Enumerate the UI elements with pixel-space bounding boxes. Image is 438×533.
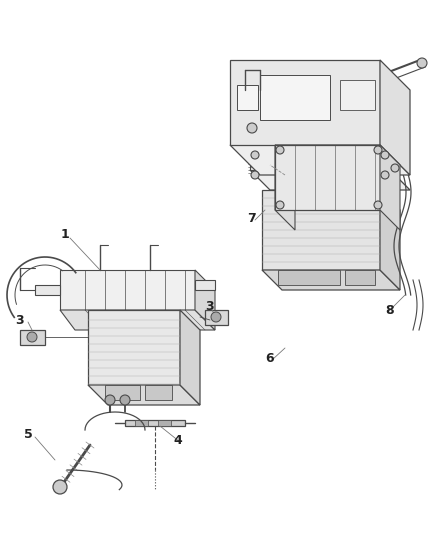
Polygon shape	[250, 170, 410, 190]
Circle shape	[374, 201, 382, 209]
Polygon shape	[230, 60, 380, 145]
Circle shape	[276, 146, 284, 154]
Circle shape	[211, 312, 221, 322]
Polygon shape	[105, 385, 140, 400]
Polygon shape	[88, 310, 180, 385]
Polygon shape	[35, 285, 60, 295]
Polygon shape	[125, 420, 185, 426]
Circle shape	[27, 332, 37, 342]
Circle shape	[381, 171, 389, 179]
Circle shape	[247, 123, 257, 133]
Polygon shape	[278, 270, 340, 285]
Polygon shape	[158, 420, 171, 426]
Polygon shape	[380, 145, 400, 230]
Text: 3: 3	[16, 313, 25, 327]
Polygon shape	[145, 385, 172, 400]
Circle shape	[120, 395, 130, 405]
Text: 1: 1	[60, 229, 69, 241]
Text: 3: 3	[206, 301, 214, 313]
Circle shape	[53, 480, 67, 494]
Circle shape	[105, 395, 115, 405]
Text: 7: 7	[247, 212, 256, 224]
Polygon shape	[262, 190, 380, 270]
Circle shape	[417, 58, 427, 68]
Polygon shape	[380, 190, 400, 290]
Polygon shape	[275, 145, 380, 210]
Polygon shape	[195, 270, 215, 330]
Polygon shape	[88, 385, 200, 405]
Circle shape	[374, 146, 382, 154]
Circle shape	[391, 164, 399, 172]
Polygon shape	[135, 420, 148, 426]
Circle shape	[251, 151, 259, 159]
Polygon shape	[275, 145, 295, 230]
Polygon shape	[340, 80, 375, 110]
Polygon shape	[250, 150, 390, 170]
Polygon shape	[380, 60, 410, 175]
Circle shape	[381, 151, 389, 159]
Text: 8: 8	[386, 303, 394, 317]
Polygon shape	[345, 270, 375, 285]
Text: 5: 5	[24, 429, 32, 441]
Text: 6: 6	[266, 351, 274, 365]
Polygon shape	[205, 310, 228, 325]
Circle shape	[251, 171, 259, 179]
Circle shape	[276, 201, 284, 209]
Polygon shape	[237, 85, 258, 110]
Polygon shape	[20, 330, 45, 345]
Polygon shape	[260, 75, 330, 120]
Polygon shape	[275, 145, 400, 165]
Text: 4: 4	[173, 433, 182, 447]
Polygon shape	[60, 310, 215, 330]
Polygon shape	[230, 145, 410, 175]
Polygon shape	[60, 270, 195, 310]
Polygon shape	[180, 310, 200, 405]
Polygon shape	[262, 270, 400, 290]
Polygon shape	[195, 280, 215, 290]
